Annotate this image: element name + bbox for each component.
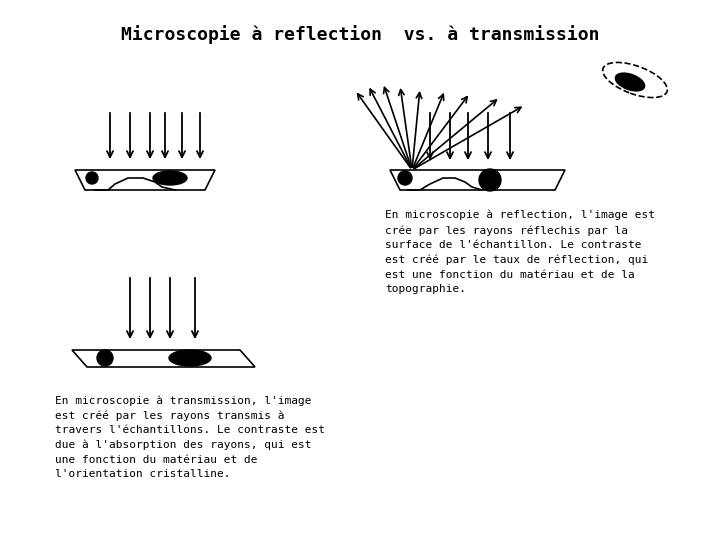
Ellipse shape	[616, 73, 644, 91]
Ellipse shape	[169, 350, 211, 366]
Circle shape	[479, 169, 501, 191]
Text: En microscopie à reflection, l'image est
crée par les rayons réflechis par la
su: En microscopie à reflection, l'image est…	[385, 210, 655, 294]
Circle shape	[86, 172, 98, 184]
Polygon shape	[75, 170, 215, 190]
Text: En microscopie à transmission, l'image
est créé par les rayons transmis à
traver: En microscopie à transmission, l'image e…	[55, 395, 325, 479]
Text: Microscopie à reflection  vs. à transmission: Microscopie à reflection vs. à transmiss…	[121, 25, 599, 44]
Circle shape	[97, 350, 113, 366]
Polygon shape	[390, 170, 565, 190]
Circle shape	[398, 171, 412, 185]
Ellipse shape	[153, 171, 187, 185]
Polygon shape	[72, 350, 255, 367]
